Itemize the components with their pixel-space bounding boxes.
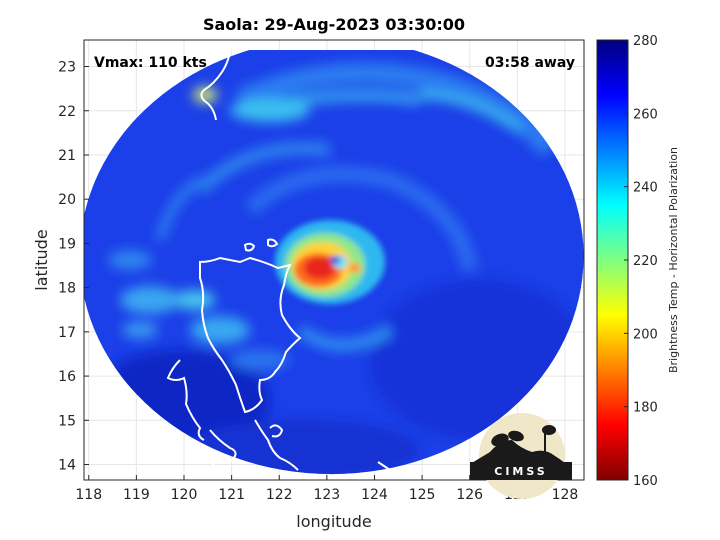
- logo-tower: [544, 432, 546, 458]
- island-coast-4: [209, 459, 227, 475]
- y-tick-label: 22: [58, 104, 76, 120]
- axes-box: [83, 39, 585, 481]
- logo-tank: [542, 425, 556, 435]
- colorbar-ticks: 160 180 200 220 240 260 280: [624, 34, 658, 489]
- colorbar-tick-label: 160: [633, 474, 658, 489]
- luzon-coast: [199, 256, 302, 414]
- logo-dish-1: [491, 433, 509, 447]
- colorbar-tick-label: 200: [633, 327, 658, 342]
- logo-dish-2: [508, 430, 524, 442]
- time-away-annotation: 03:58 away: [485, 55, 575, 71]
- cimss-logo: CIMSS: [470, 413, 572, 499]
- colorbar-tick-label: 220: [633, 254, 658, 269]
- x-tick-label: 120: [171, 487, 198, 503]
- x-tick-label: 126: [456, 487, 483, 503]
- coastlines: [166, 40, 391, 475]
- y-tick-label: 15: [58, 413, 76, 429]
- y-axis-ticks: 14 15 16 17 18 19 20 21 22 23: [58, 60, 89, 474]
- colorbar: [596, 39, 629, 481]
- x-tick-label: 123: [313, 487, 340, 503]
- y-tick-label: 21: [58, 148, 76, 164]
- mindoro-coast: [166, 359, 205, 441]
- y-tick-label: 16: [58, 369, 76, 385]
- logo-text: CIMSS: [494, 465, 547, 478]
- x-tick-label: 119: [123, 487, 150, 503]
- taiwan-coast: [200, 40, 233, 121]
- x-tick-label: 122: [266, 487, 293, 503]
- colorbar-tick-label: 240: [633, 181, 658, 196]
- island-coast-5: [377, 461, 391, 471]
- y-tick-label: 19: [58, 236, 76, 252]
- logo-band: [470, 462, 572, 480]
- chart-title: Saola: 29-Aug-2023 03:30:00: [203, 15, 465, 34]
- x-tick-label: 118: [75, 487, 102, 503]
- x-tick-label: 121: [218, 487, 245, 503]
- colorbar-label: Brightness Temp - Horizontal Polarizatio…: [667, 147, 680, 373]
- y-tick-label: 14: [58, 458, 76, 474]
- storm-core: [275, 220, 385, 304]
- x-tick-label: 124: [361, 487, 388, 503]
- colorbar-tick-label: 180: [633, 401, 658, 416]
- island-coast-1: [209, 429, 237, 464]
- y-axis-label: latitude: [32, 229, 51, 290]
- y-tick-label: 23: [58, 60, 76, 76]
- y-tick-label: 17: [58, 325, 76, 341]
- babuyan-island-1: [243, 242, 256, 252]
- x-tick-label: 125: [409, 487, 436, 503]
- x-axis-label: longitude: [296, 512, 371, 531]
- vmax-annotation: Vmax: 110 kts: [94, 55, 207, 71]
- island-coast-2: [254, 419, 299, 471]
- x-tick-label: 128: [552, 487, 579, 503]
- babuyan-island-2: [267, 238, 279, 248]
- colorbar-tick-label: 260: [633, 107, 658, 122]
- y-tick-label: 20: [58, 192, 76, 208]
- y-tick-label: 18: [58, 281, 76, 297]
- colorbar-tick-label: 280: [633, 34, 658, 49]
- island-coast-3: [269, 424, 284, 438]
